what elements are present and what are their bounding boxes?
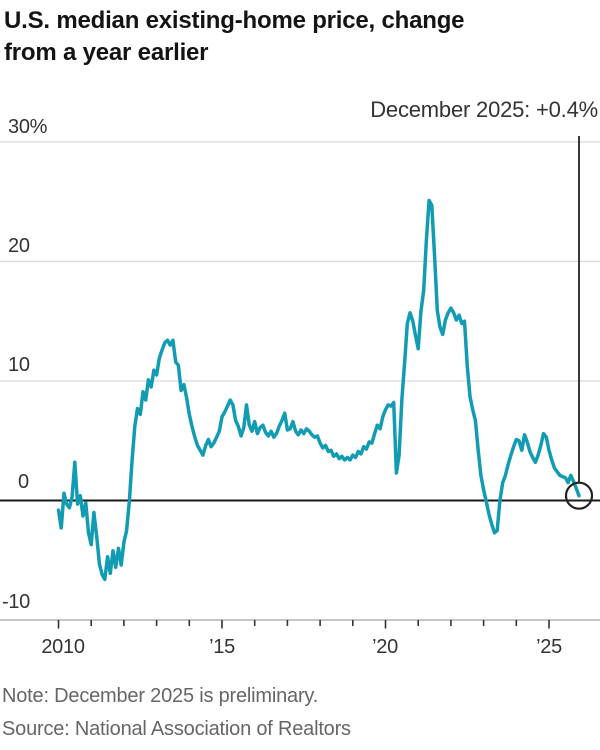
y-axis-label-30: 30% bbox=[8, 116, 48, 138]
chart-title-line1: U.S. median existing-home price, change bbox=[4, 7, 465, 34]
chart-title-line2: from a year earlier bbox=[4, 38, 209, 66]
x-axis-ticks bbox=[57, 620, 550, 629]
y-axis-label-10: 10 bbox=[8, 354, 30, 376]
y-axis-label-0: 0 bbox=[18, 471, 29, 493]
chart-title: U.S. median existing-home price, change … bbox=[4, 5, 584, 69]
gridlines bbox=[0, 141, 600, 382]
x-axis-label-2025: ’25 bbox=[536, 636, 562, 658]
chart-note: Note: December 2025 is preliminary. bbox=[2, 685, 319, 707]
x-axis-label-2015: ’15 bbox=[209, 636, 235, 658]
highlight-circle bbox=[564, 481, 594, 510]
y-axis-label-minus10: -10 bbox=[2, 591, 31, 613]
x-axis-label-2010: 2010 bbox=[41, 636, 85, 658]
price-line bbox=[56, 198, 581, 582]
x-axis-label-2020: ’20 bbox=[372, 636, 398, 658]
chart-source: Source: National Association of Realtors bbox=[2, 718, 351, 740]
y-axis-label-20: 20 bbox=[8, 235, 30, 257]
latest-value-annotation: December 2025: +0.4% bbox=[370, 97, 598, 122]
